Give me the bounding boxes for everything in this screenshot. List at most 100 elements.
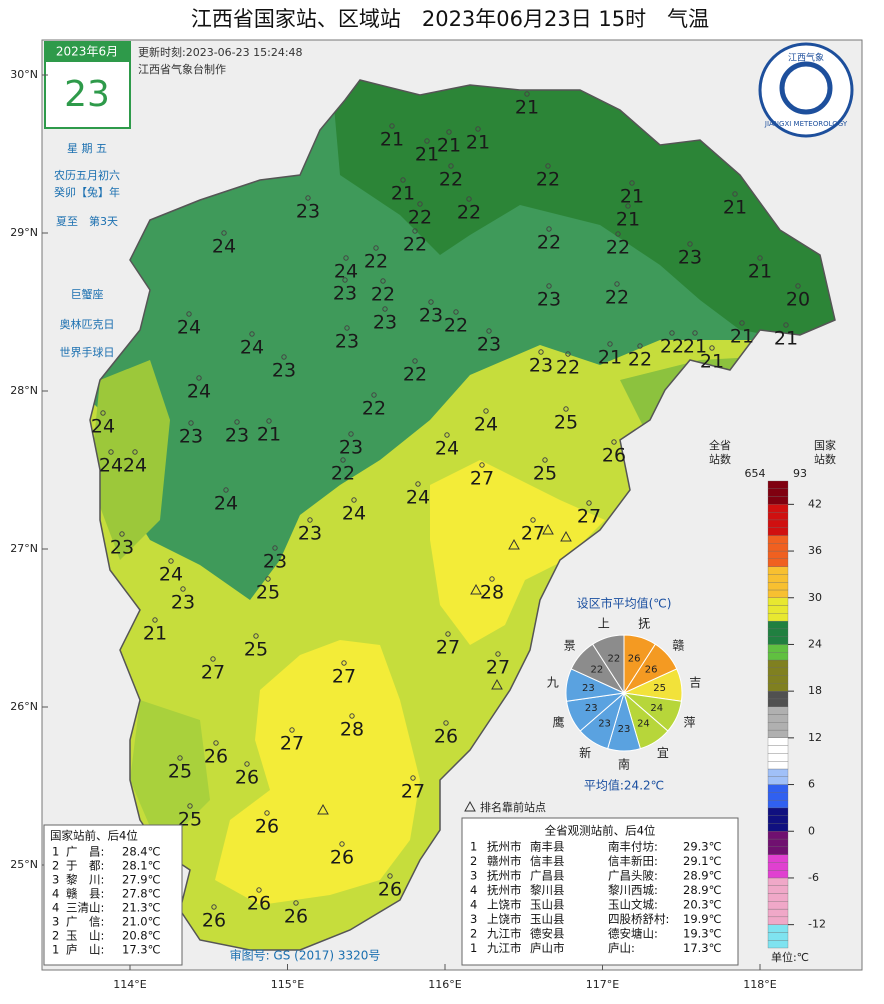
station-dot: [344, 325, 350, 331]
station-temp: 27: [280, 733, 304, 755]
logo: 江西气象 JIANGXI METEOROLOGY: [758, 42, 854, 138]
colorbar-cell: [767, 496, 789, 505]
station-dot: [687, 241, 693, 247]
station-dot: [186, 311, 192, 317]
lat-label: 25°N: [10, 858, 38, 871]
station-dot: [530, 517, 536, 523]
station-temp: 27: [521, 523, 545, 545]
station-temp: 24: [123, 455, 147, 477]
table-cell: 4: [52, 901, 59, 915]
table-cell: 南丰县: [530, 840, 565, 854]
station-dot: [132, 449, 138, 455]
station-temp: 21: [380, 129, 404, 151]
table-cell: 28.1℃: [122, 859, 161, 873]
station-temp: 22: [403, 364, 427, 386]
station-dot: [625, 203, 631, 209]
legend-header: 全省: [709, 438, 731, 452]
colorbar-label: 12: [808, 731, 822, 744]
unit-label: 单位:℃: [771, 950, 809, 964]
colorbar-cell: [767, 589, 789, 598]
colorbar-cell: [767, 885, 789, 894]
station-temp: 21: [730, 326, 754, 348]
station-temp: 21: [437, 135, 461, 157]
colorbar-cell: [767, 511, 789, 521]
pie-average: 平均值:24.2℃: [584, 778, 664, 793]
station-dot: [542, 457, 548, 463]
pie-city: 景: [564, 638, 576, 652]
station-temp: 23: [529, 355, 553, 377]
pie-value: 24: [650, 703, 663, 714]
table-cell: 4: [470, 883, 477, 897]
station-temp: 26: [204, 746, 228, 768]
station-temp: 23: [477, 334, 501, 356]
pie-value: 24: [637, 718, 650, 729]
legend-header: 站数: [814, 452, 836, 466]
colorbar-cell: [767, 504, 789, 513]
station-dot: [188, 420, 194, 426]
calendar: 2023年6月 23 星 期 五 农历五月初六 癸卯【兔】年 夏至 第3天 巨蟹…: [44, 41, 131, 359]
station-dot: [412, 228, 418, 234]
colorbar-cell: [767, 613, 789, 622]
pie-value: 23: [585, 703, 598, 714]
station-dot: [538, 349, 544, 355]
day-note: 奥林匹克日: [60, 317, 115, 331]
station-dot: [221, 230, 227, 236]
station-temp: 25: [244, 639, 268, 661]
producer: 江西省气象台制作: [138, 62, 226, 76]
colorbar-cell: [767, 908, 789, 918]
station-dot: [373, 245, 379, 251]
station-dot: [739, 320, 745, 326]
lat-label: 30°N: [10, 68, 38, 81]
pie-city: 南: [618, 757, 630, 772]
station-dot: [244, 761, 250, 767]
lon-label: 116°E: [428, 978, 461, 991]
station-dot: [466, 196, 472, 202]
colorbar-cell: [767, 932, 789, 941]
station-dot: [210, 656, 216, 662]
colorbar-cell: [767, 644, 789, 653]
station-dot: [253, 633, 259, 639]
station-temp: 21: [700, 351, 724, 373]
colorbar-cell: [767, 870, 789, 879]
pie-value: 22: [590, 664, 603, 675]
pie-value: 22: [608, 653, 621, 664]
colorbar-cell: [767, 566, 789, 575]
station-temp: 22: [537, 232, 561, 254]
table-title: 全省观测站前、后4位: [545, 824, 656, 838]
station-temp: 23: [419, 305, 443, 327]
table-cell: 广 信:: [66, 915, 104, 929]
lunar-year: 癸卯【兔】年: [54, 185, 120, 199]
colorbar-cell: [767, 838, 789, 847]
station-dot: [586, 500, 592, 506]
station-dot: [343, 255, 349, 261]
all-table: [461, 817, 739, 966]
station-dot: [177, 755, 183, 761]
table-cell: 1: [470, 941, 477, 955]
table-cell: 九江市: [487, 941, 522, 955]
station-dot: [211, 904, 217, 910]
top-station-marker: [491, 678, 503, 690]
station-temp: 27: [486, 657, 510, 679]
pie-value: 26: [645, 664, 658, 675]
table-cell: 27.9℃: [122, 873, 161, 887]
table-cell: 3: [470, 912, 477, 926]
table-cell: 19.3℃: [683, 927, 722, 941]
station-dot: [256, 887, 262, 893]
lat-label: 26°N: [10, 700, 38, 713]
colorbar-cell: [767, 543, 789, 552]
station-dot: [249, 331, 255, 337]
station-temp: 22: [331, 463, 355, 485]
station-temp: 23: [333, 283, 357, 305]
station-dot: [264, 810, 270, 816]
top-station-marker: [470, 583, 482, 595]
table-cell: 29.1℃: [683, 854, 722, 868]
table-cell: 抚州市: [487, 883, 522, 897]
table-cell: 上饶市: [487, 912, 522, 926]
station-dot: [444, 432, 450, 438]
station-temp: 22: [362, 398, 386, 420]
table-cell: 庐 山:: [66, 943, 104, 957]
colorbar-cell: [767, 488, 789, 497]
top-station-marker: [542, 523, 554, 535]
colorbar-cell: [767, 916, 789, 925]
lon-label: 115°E: [271, 978, 304, 991]
